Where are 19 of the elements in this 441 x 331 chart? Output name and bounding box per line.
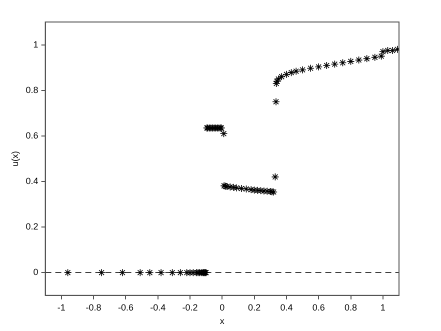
y-tick-label: 0.6 — [26, 130, 38, 140]
x-tick-label: 0.2 — [248, 302, 261, 312]
y-tick-label: 1 — [33, 39, 38, 50]
y-axis-title: u(x) — [10, 150, 20, 166]
y-tick-label: 0 — [33, 267, 38, 278]
x-tick-label: -0.4 — [150, 302, 166, 312]
y-tick-label: 0.4 — [26, 176, 38, 186]
x-tick-label: 0.6 — [312, 302, 325, 312]
x-tick-label: 0.4 — [280, 302, 293, 312]
x-tick-label: 0.8 — [344, 302, 358, 312]
x-tick-label: 1 — [380, 302, 386, 312]
x-tick-label: -0.8 — [86, 302, 102, 312]
x-tick-label: -0.2 — [182, 302, 198, 312]
x-axis-title: x — [220, 316, 225, 326]
x-tick-label: -0.6 — [118, 302, 134, 312]
y-tick-label: 0.8 — [26, 84, 38, 95]
x-tick-label: 0 — [220, 302, 225, 312]
y-tick-label: 0.2 — [26, 222, 38, 232]
x-tick-label: -1 — [57, 302, 66, 312]
